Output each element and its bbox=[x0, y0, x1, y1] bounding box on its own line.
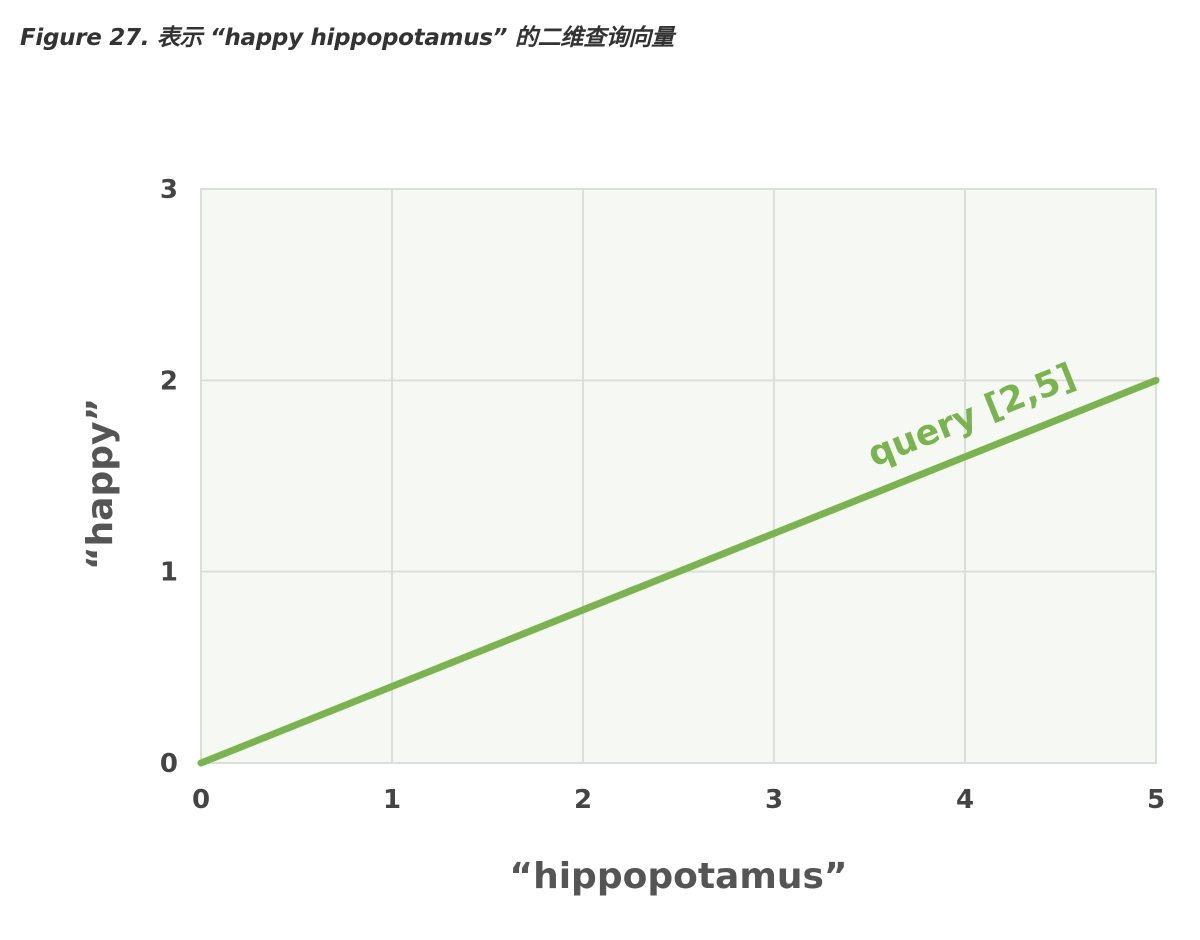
y-tick-label: 1 bbox=[160, 558, 178, 588]
grid bbox=[200, 188, 1157, 764]
x-tick-label: 2 bbox=[574, 785, 592, 815]
y-axis-label: “happy” bbox=[80, 398, 121, 570]
y-tick-label: 2 bbox=[160, 366, 178, 396]
x-ticks: 0 1 2 3 4 5 bbox=[192, 785, 1165, 815]
y-tick-label: 3 bbox=[160, 175, 178, 205]
x-axis-label: “hippopotamus” bbox=[509, 856, 847, 897]
figure-caption: Figure 27. 表示 “happy hippopotamus” 的二维查询… bbox=[20, 25, 674, 51]
x-tick-label: 3 bbox=[765, 785, 783, 815]
series-line bbox=[197, 376, 1160, 767]
x-tick-label: 0 bbox=[192, 785, 210, 815]
y-ticks: 0 1 2 3 bbox=[160, 175, 178, 779]
x-tick-label: 5 bbox=[1147, 785, 1165, 815]
y-tick-label: 0 bbox=[160, 749, 178, 779]
x-tick-label: 1 bbox=[383, 785, 401, 815]
plot-background bbox=[200, 188, 1157, 764]
x-tick-label: 4 bbox=[956, 785, 974, 815]
